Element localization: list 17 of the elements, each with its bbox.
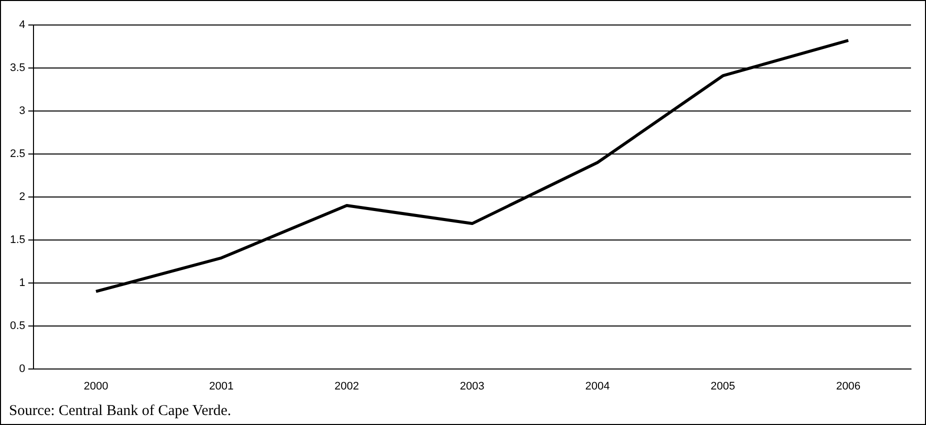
x-tick-label: 2001 — [209, 380, 234, 392]
y-tick-label: 0.5 — [10, 320, 26, 332]
x-tick-label: 2004 — [585, 380, 610, 392]
y-tick-label: 3.5 — [10, 62, 26, 74]
y-tick-label: 1.5 — [10, 234, 26, 246]
x-tick-label: 2006 — [836, 380, 861, 392]
y-tick-label: 4 — [19, 19, 26, 32]
source-note: Source: Central Bank of Cape Verde. — [9, 403, 232, 419]
x-tick-label: 2005 — [710, 380, 736, 392]
x-tick-label: 2003 — [460, 380, 484, 392]
y-tick-label: 2 — [19, 190, 26, 203]
x-tick-label: 2000 — [84, 380, 108, 392]
y-tick-label: 3 — [19, 104, 26, 117]
y-tick-label: 1 — [19, 276, 26, 289]
x-tick-label: 2002 — [334, 380, 359, 392]
y-tick-label: 0 — [19, 362, 26, 375]
y-tick-label: 2.5 — [10, 148, 26, 160]
